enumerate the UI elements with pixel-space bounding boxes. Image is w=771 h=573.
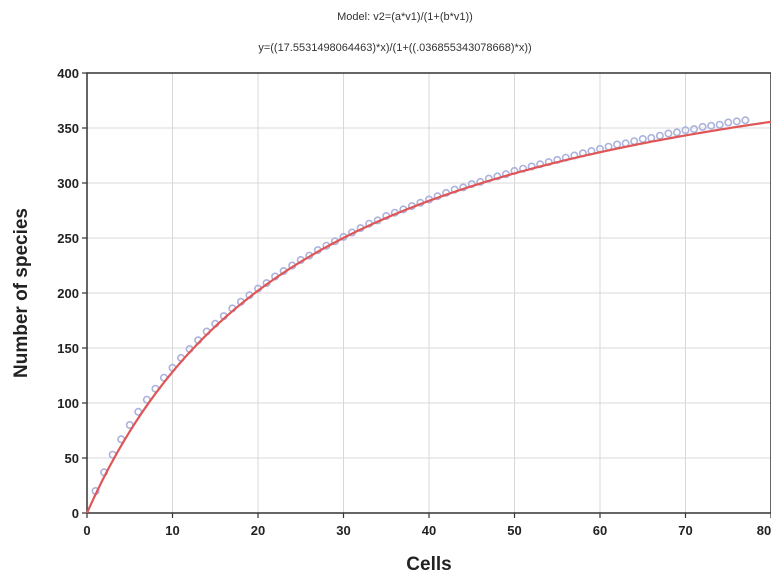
x-axis-ticks: 0 10 20 30 40 50 60 70 80 bbox=[83, 513, 771, 538]
y-tick-label: 150 bbox=[57, 341, 79, 356]
y-axis-label: Number of species bbox=[11, 208, 32, 378]
chart-subtitle: y=((17.5531498064463)*x)/(1+((.036855343… bbox=[258, 42, 531, 54]
y-tick-label: 100 bbox=[57, 396, 79, 411]
x-tick-label: 50 bbox=[507, 523, 521, 538]
data-point bbox=[724, 118, 733, 127]
data-point bbox=[647, 133, 656, 142]
data-point bbox=[655, 131, 664, 140]
chart-title: Model: v2=(a*v1)/(1+(b*v1)) bbox=[337, 11, 473, 23]
y-tick-label: 300 bbox=[57, 176, 79, 191]
data-point bbox=[664, 129, 673, 138]
data-point bbox=[613, 140, 622, 149]
data-point bbox=[698, 122, 707, 131]
x-tick-label: 40 bbox=[422, 523, 436, 538]
x-tick-label: 20 bbox=[251, 523, 265, 538]
data-point bbox=[630, 137, 639, 146]
data-point bbox=[715, 120, 724, 129]
x-tick-label: 80 bbox=[757, 523, 771, 538]
y-tick-label: 400 bbox=[57, 66, 79, 81]
fit-curve bbox=[85, 120, 771, 514]
y-axis-ticks: 0 50 100 150 200 250 300 350 400 bbox=[57, 66, 87, 521]
data-point bbox=[741, 116, 750, 125]
y-tick-label: 0 bbox=[72, 506, 79, 521]
x-tick-label: 10 bbox=[165, 523, 179, 538]
data-point bbox=[681, 126, 690, 135]
y-tick-label: 350 bbox=[57, 121, 79, 136]
x-axis-label: Cells bbox=[406, 554, 451, 573]
x-tick-label: 0 bbox=[83, 523, 90, 538]
data-points bbox=[91, 116, 750, 495]
x-tick-label: 70 bbox=[678, 523, 692, 538]
y-tick-label: 50 bbox=[65, 451, 79, 466]
data-point bbox=[672, 128, 681, 137]
x-tick-label: 30 bbox=[336, 523, 350, 538]
data-point bbox=[707, 121, 716, 130]
y-tick-label: 250 bbox=[57, 231, 79, 246]
data-point bbox=[638, 135, 647, 144]
y-tick-label: 200 bbox=[57, 286, 79, 301]
x-tick-label: 60 bbox=[593, 523, 607, 538]
data-point bbox=[690, 125, 699, 134]
data-point bbox=[732, 117, 741, 126]
